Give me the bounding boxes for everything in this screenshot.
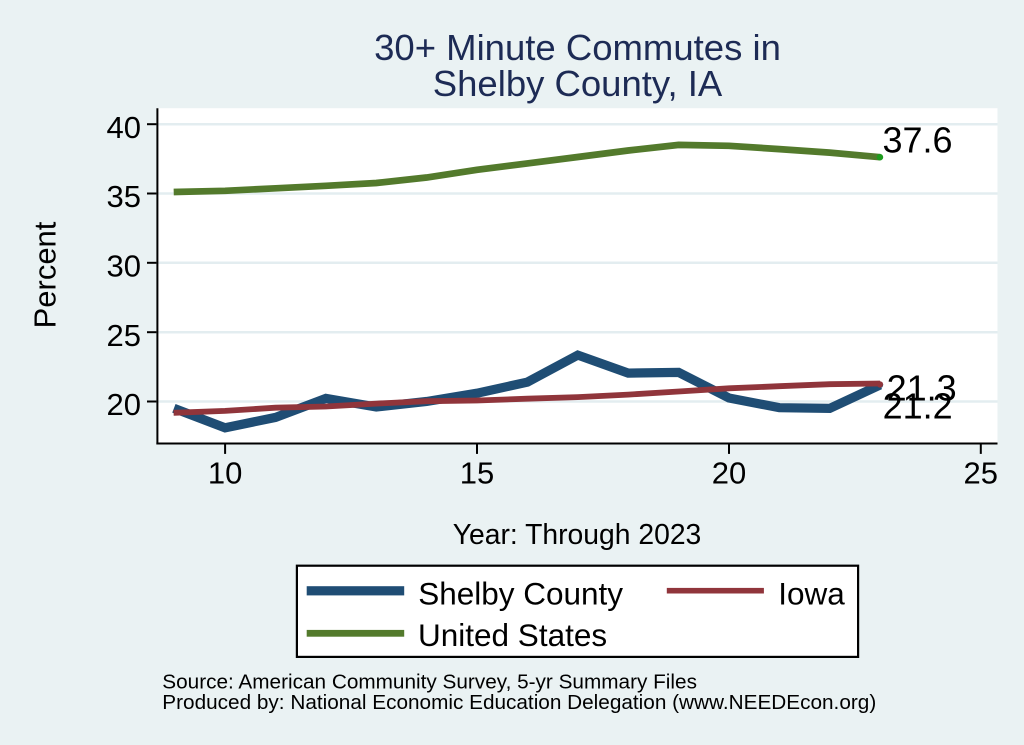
svg-text:Year: Through 2023: Year: Through 2023 [453,518,702,550]
svg-text:35: 35 [107,179,141,214]
svg-text:21.3: 21.3 [887,367,957,408]
svg-text:25: 25 [107,318,141,353]
svg-text:30: 30 [107,249,141,284]
svg-text:40: 40 [107,110,141,145]
svg-text:Shelby County: Shelby County [418,575,623,611]
svg-text:21.2: 21.2 [883,386,953,427]
svg-text:Shelby County, IA: Shelby County, IA [433,63,723,104]
svg-text:Produced by: National Economic: Produced by: National Economic Education… [162,691,876,714]
svg-text:30+ Minute Commutes in: 30+ Minute Commutes in [374,27,781,68]
svg-text:10: 10 [208,456,242,491]
svg-text:Percent: Percent [27,221,62,328]
svg-text:Iowa: Iowa [778,575,845,611]
svg-text:25: 25 [964,456,998,491]
svg-text:United States: United States [418,617,607,653]
svg-text:20: 20 [107,387,141,422]
svg-text:Source: American Community Sur: Source: American Community Survey, 5-yr … [162,671,697,694]
svg-text:37.6: 37.6 [883,120,953,161]
svg-text:20: 20 [712,456,746,491]
svg-text:15: 15 [460,456,494,491]
